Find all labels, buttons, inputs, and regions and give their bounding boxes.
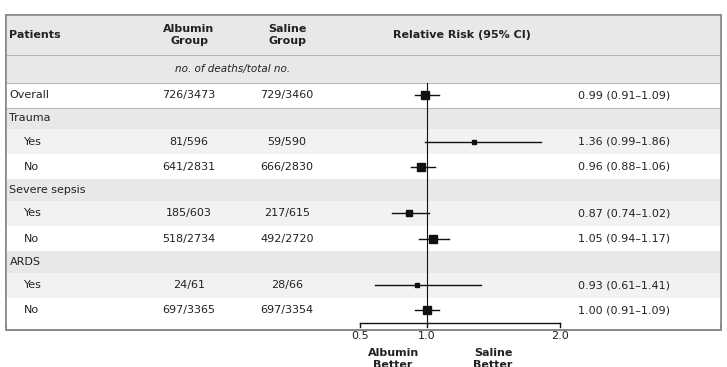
Text: 697/3354: 697/3354	[260, 305, 314, 315]
Text: 492/2720: 492/2720	[260, 234, 314, 244]
Bar	[6, 179, 721, 201]
Text: Yes: Yes	[24, 137, 42, 147]
Text: No: No	[24, 162, 39, 172]
Text: Saline
Better: Saline Better	[473, 348, 513, 367]
Text: Relative Risk (95% CI): Relative Risk (95% CI)	[393, 30, 531, 40]
Text: 217/615: 217/615	[264, 208, 310, 218]
Bar	[6, 129, 721, 154]
Text: Albumin
Group: Albumin Group	[164, 24, 214, 46]
Text: 518/2734: 518/2734	[162, 234, 216, 244]
Text: Severe sepsis: Severe sepsis	[9, 185, 86, 195]
Text: 0.96 (0.88–1.06): 0.96 (0.88–1.06)	[578, 162, 670, 172]
Text: 1.05 (0.94–1.17): 1.05 (0.94–1.17)	[578, 234, 670, 244]
Text: Yes: Yes	[24, 208, 42, 218]
Text: 28/66: 28/66	[271, 280, 303, 290]
Text: Albumin
Better: Albumin Better	[368, 348, 419, 367]
Text: no. of deaths/total no.: no. of deaths/total no.	[175, 64, 290, 74]
Text: 0.93 (0.61–1.41): 0.93 (0.61–1.41)	[578, 280, 670, 290]
Bar	[6, 273, 721, 298]
Text: No: No	[24, 305, 39, 315]
Text: Trauma: Trauma	[9, 113, 51, 123]
Text: 185/603: 185/603	[166, 208, 212, 218]
Bar	[6, 251, 721, 273]
Text: 59/590: 59/590	[268, 137, 307, 147]
Bar	[6, 201, 721, 226]
Bar	[6, 108, 721, 129]
Text: 0.5: 0.5	[351, 331, 369, 341]
Text: No: No	[24, 234, 39, 244]
Text: 1.0: 1.0	[418, 331, 435, 341]
Text: 726/3473: 726/3473	[162, 90, 216, 100]
Text: 2.0: 2.0	[551, 331, 569, 341]
Text: 729/3460: 729/3460	[260, 90, 314, 100]
Bar	[6, 226, 721, 251]
Text: ARDS: ARDS	[9, 257, 41, 267]
Text: 0.99 (0.91–1.09): 0.99 (0.91–1.09)	[578, 90, 670, 100]
Text: 697/3365: 697/3365	[163, 305, 215, 315]
FancyBboxPatch shape	[6, 15, 721, 330]
Text: 666/2830: 666/2830	[261, 162, 313, 172]
Text: 641/2831: 641/2831	[162, 162, 216, 172]
Bar	[6, 154, 721, 179]
Text: 1.36 (0.99–1.86): 1.36 (0.99–1.86)	[578, 137, 670, 147]
Bar	[6, 15, 721, 55]
Text: Overall: Overall	[9, 90, 49, 100]
Bar	[6, 83, 721, 108]
Bar	[6, 55, 721, 83]
Text: Patients: Patients	[9, 30, 61, 40]
Text: Saline
Group: Saline Group	[268, 24, 306, 46]
Text: 0.87 (0.74–1.02): 0.87 (0.74–1.02)	[578, 208, 670, 218]
Text: 1.00 (0.91–1.09): 1.00 (0.91–1.09)	[578, 305, 670, 315]
Text: Yes: Yes	[24, 280, 42, 290]
Text: 81/596: 81/596	[169, 137, 209, 147]
Text: 24/61: 24/61	[173, 280, 205, 290]
Bar	[6, 298, 721, 323]
